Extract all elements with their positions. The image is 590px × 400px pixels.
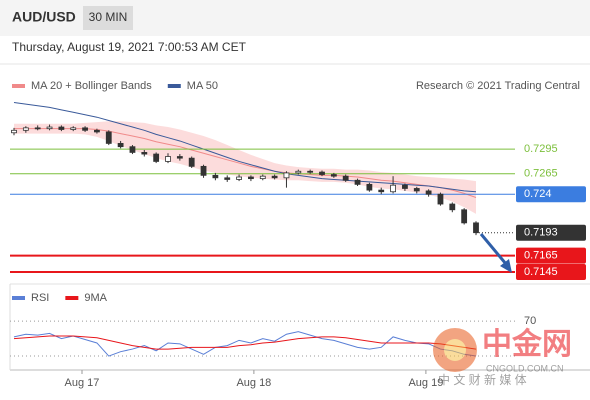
candle-body	[259, 175, 266, 180]
candle-body	[461, 209, 468, 224]
watermark-logo: 中金网	[482, 327, 572, 361]
candle-body	[22, 127, 29, 131]
level-label: 0.7165	[524, 250, 558, 262]
candle-body	[402, 184, 408, 189]
watermark-site: CNGOLD.COM.CN	[486, 363, 564, 373]
bollinger-band	[14, 121, 476, 214]
candle-body	[354, 179, 361, 185]
candle-body	[176, 156, 183, 159]
candle-body	[425, 190, 432, 195]
candle-body	[342, 175, 349, 181]
legend-swatch	[12, 84, 25, 88]
candle-body	[11, 129, 17, 134]
candle-body	[271, 175, 278, 179]
candle-body	[307, 170, 314, 173]
candle-body	[188, 157, 195, 167]
level-label: 0.724	[524, 188, 552, 200]
candle-body	[129, 146, 136, 153]
timeframe: 30 MIN	[89, 10, 128, 24]
legend-label: 9MA	[84, 292, 107, 304]
candle-body	[105, 131, 112, 144]
legend-swatch	[65, 296, 79, 300]
legend-swatch	[167, 84, 181, 88]
indicator-line	[13, 335, 477, 350]
credit: Research © 2021 Trading Central	[416, 80, 580, 92]
candle-body	[437, 193, 444, 205]
candle-body	[236, 176, 242, 180]
candle-body	[153, 153, 160, 162]
candle-body	[330, 174, 337, 177]
candle-body	[319, 171, 325, 175]
plot: MA 20 + Bollinger Bands MA 50 Research © 2…	[10, 80, 586, 389]
legend-label: RSI	[31, 292, 49, 304]
candle-body	[283, 172, 290, 179]
candle-body	[82, 127, 88, 131]
level-label: 0.7193	[524, 227, 558, 239]
candle-body	[212, 174, 219, 179]
legend-label: MA 50	[187, 80, 218, 92]
level-label: 0.7265	[524, 168, 558, 180]
candle-body	[224, 177, 231, 180]
candle-body	[295, 170, 302, 174]
legend-label: MA 20 + Bollinger Bands	[31, 80, 152, 92]
candle-body	[34, 127, 41, 130]
candle-body	[94, 129, 100, 133]
y-tick-label: 70	[524, 315, 536, 327]
candle-body	[117, 143, 124, 148]
candle-body	[473, 222, 479, 234]
candle-body	[248, 176, 254, 180]
ma20-line	[14, 128, 477, 198]
candle-body	[70, 127, 77, 130]
x-tick-label: Aug 17	[65, 377, 100, 389]
level-label-box	[516, 186, 586, 203]
level-label: 0.7295	[524, 143, 558, 155]
candle-body	[165, 156, 171, 162]
candle-body	[449, 203, 456, 211]
level-label-box	[516, 264, 586, 281]
x-tick-label: Aug 19	[408, 377, 443, 389]
x-tick-label: Aug 18	[236, 377, 271, 389]
ma50-line	[13, 101, 477, 193]
candle-body	[58, 126, 65, 130]
level-label-box	[516, 247, 586, 264]
candle-body	[46, 126, 53, 130]
candle-body	[390, 184, 396, 193]
watermark-tagline: 中 文 财 新 媒 体	[438, 372, 527, 387]
forecast-arrow	[479, 233, 508, 265]
indicator-line	[13, 331, 477, 357]
candle-body	[413, 188, 420, 192]
timestamp: Thursday, August 19, 2021 7:00:53 AM CET	[12, 40, 247, 54]
legend-swatch	[12, 296, 25, 300]
symbol: AUD/USD	[12, 9, 76, 25]
forecast-arrow-head	[500, 259, 512, 273]
candle-body	[200, 165, 207, 176]
watermark-logo-inner	[444, 339, 466, 361]
watermark: 中金网 CNGOLD.COM.CN 中 文 财 新 媒 体	[433, 327, 572, 387]
level-label-box	[516, 224, 586, 241]
level-label: 0.7145	[524, 266, 558, 278]
timeframe-box	[83, 6, 133, 30]
candle-body	[141, 152, 148, 155]
candle-body	[366, 183, 373, 191]
candle-body	[378, 189, 385, 193]
